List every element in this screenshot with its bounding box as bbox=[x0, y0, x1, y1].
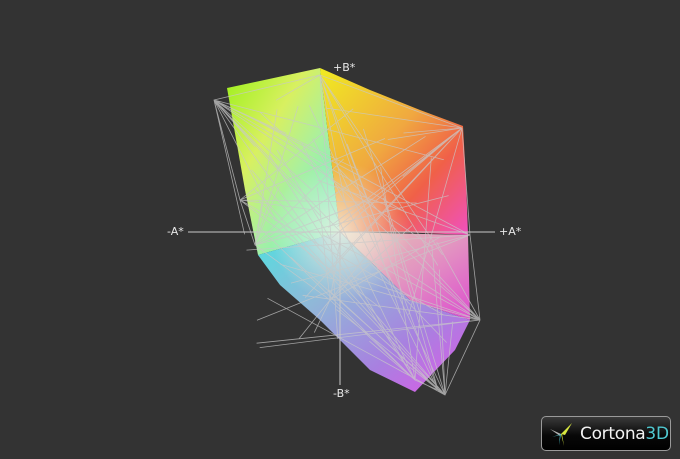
wireframe-edges bbox=[213, 74, 481, 396]
logo-text-accent: 3D bbox=[645, 423, 669, 444]
axis-label-plus-a: +A* bbox=[499, 225, 522, 238]
cortona3d-logo[interactable]: Cortona3D bbox=[541, 416, 671, 451]
axis-label-plus-b: +B* bbox=[333, 61, 356, 74]
cortona-star-icon bbox=[550, 422, 572, 446]
axis-label-minus-b: -B* bbox=[333, 387, 350, 400]
reference-gamut-wireframe bbox=[213, 74, 481, 396]
axis-label-minus-a: -A* bbox=[167, 225, 184, 238]
logo-text: Cortona bbox=[580, 423, 646, 444]
